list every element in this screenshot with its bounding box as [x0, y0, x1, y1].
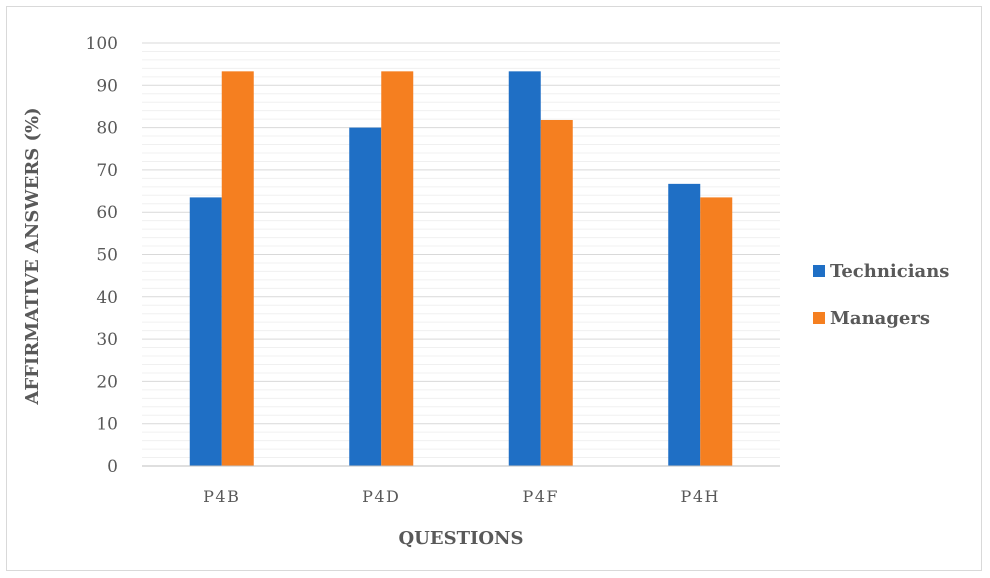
y-tick-label: 30: [96, 330, 118, 350]
y-axis-title: AFFIRMATIVE ANSWERS (%): [22, 107, 43, 405]
legend-label-technicians: Technicians: [830, 261, 949, 282]
y-tick-label: 60: [96, 203, 118, 223]
y-tick-label: 20: [96, 372, 118, 392]
bar-managers-p4f: [540, 119, 573, 467]
legend-label-managers: Managers: [830, 308, 930, 329]
y-tick-label: 100: [86, 34, 118, 54]
legend-swatch-technicians: [813, 265, 825, 277]
x-tick-label: P4B: [203, 487, 240, 506]
bars: [189, 71, 733, 467]
x-tick-label: P4H: [681, 487, 720, 506]
x-tick-labels: P4B P4D P4F P4H: [203, 487, 720, 506]
bar-managers-p4h: [700, 197, 733, 466]
y-tick-label: 0: [107, 457, 118, 477]
x-axis-title: QUESTIONS: [398, 528, 523, 549]
bar-technicians-p4d: [349, 127, 382, 466]
y-tick-label: 80: [96, 119, 118, 139]
legend: Technicians Managers: [813, 261, 949, 329]
bar-managers-p4d: [381, 71, 414, 466]
bar-technicians-p4f: [508, 71, 541, 466]
bar-technicians-p4b: [189, 197, 222, 466]
y-tick-label: 50: [96, 246, 118, 266]
y-tick-label: 40: [96, 288, 118, 308]
x-tick-label: P4F: [522, 487, 559, 506]
y-tick-label: 70: [96, 161, 118, 181]
bar-technicians-p4h: [668, 183, 701, 466]
x-tick-label: P4D: [362, 487, 400, 506]
bar-managers-p4b: [221, 71, 254, 466]
legend-swatch-managers: [813, 312, 825, 324]
y-tick-label: 90: [96, 76, 118, 96]
y-tick-label: 10: [96, 415, 118, 435]
y-tick-labels: 0 10 20 30 40 50 60 70 80 90 100: [86, 34, 118, 477]
